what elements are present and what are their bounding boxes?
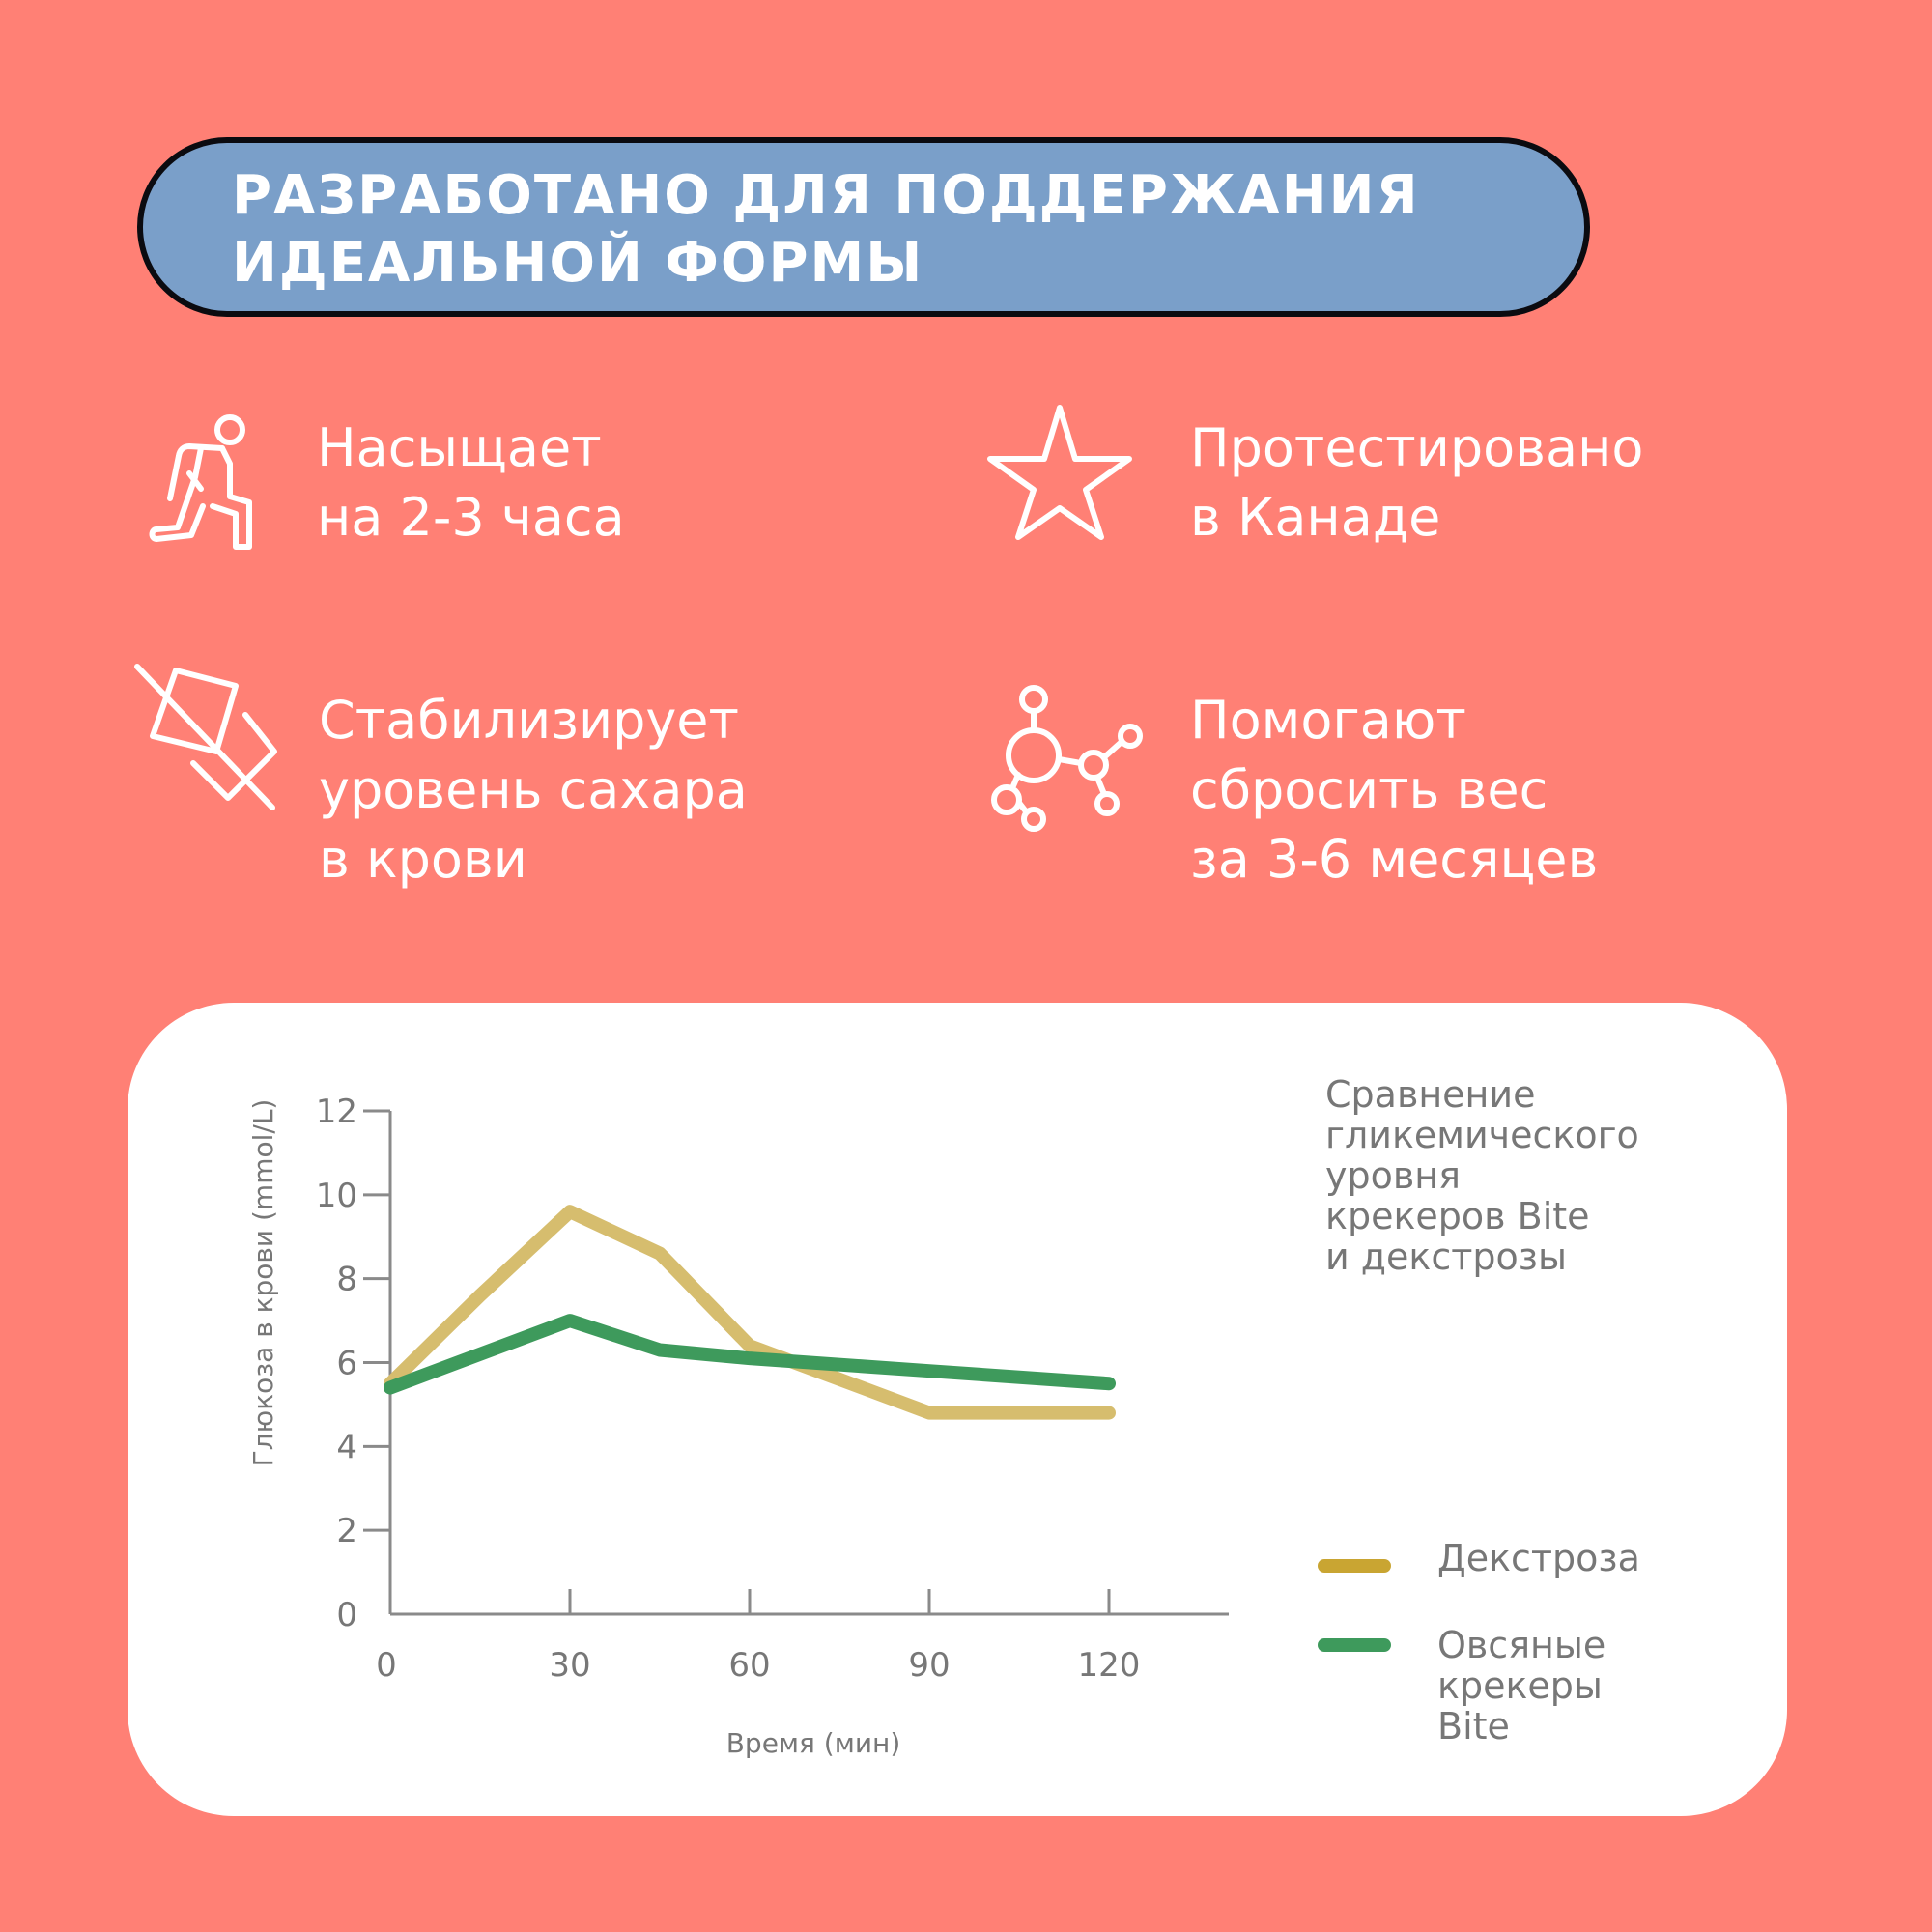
chart-title-line-5: и декстрозы bbox=[1325, 1236, 1567, 1278]
x-axis-title: Время (мин) bbox=[726, 1727, 901, 1759]
x-tick-label-90: 90 bbox=[908, 1646, 950, 1685]
feature-satiety: Насыщает на 2-3 часа bbox=[317, 413, 625, 553]
kneeling-person-icon bbox=[149, 414, 252, 550]
series-line-oat-crackers bbox=[384, 1314, 1116, 1395]
y-tick-label-12: 12 bbox=[316, 1093, 357, 1131]
star-icon bbox=[987, 405, 1132, 540]
x-tick-label-60: 60 bbox=[728, 1646, 770, 1685]
legend-label-oat-crackers-line-3: Bite bbox=[1437, 1705, 1510, 1747]
y-tick-label-2: 2 bbox=[336, 1512, 357, 1550]
chart-title-line-3: уровня bbox=[1325, 1154, 1461, 1197]
y-tick-label-10: 10 bbox=[316, 1177, 357, 1215]
feature-sugar-line-1: Стабилизирует bbox=[319, 690, 739, 751]
feature-tested-line-2: в Канаде bbox=[1190, 487, 1441, 548]
x-tick-label-30: 30 bbox=[549, 1646, 590, 1685]
crossed-sugar-cube-icon bbox=[134, 664, 277, 810]
series-line-dextrose bbox=[384, 1205, 1116, 1420]
chart-title-line-2: гликемического bbox=[1325, 1114, 1639, 1156]
y-tick-label-0: 0 bbox=[336, 1596, 357, 1634]
feature-satiety-line-1: Насыщает bbox=[317, 417, 602, 478]
feature-weight-line-3: за 3-6 месяцев bbox=[1190, 829, 1599, 890]
legend-swatch-dextrose bbox=[1318, 1559, 1391, 1573]
chart-title: Сравнение гликемического уровня крекеров… bbox=[1325, 1074, 1639, 1277]
banner-title: РАЗРАБОТАНО ДЛЯ ПОДДЕРЖАНИЯ ИДЕАЛЬНОЙ ФО… bbox=[232, 162, 1420, 298]
feature-sugar: Стабилизирует уровень сахара в крови bbox=[319, 686, 748, 895]
feature-sugar-line-2: уровень сахара bbox=[319, 759, 748, 820]
chart-card: 0 2 4 6 8 10 12 0 30 60 90 120 Время (мин) Глюкоза … bbox=[128, 1003, 1787, 1816]
legend-label-oat-crackers-line-2: крекеры bbox=[1437, 1664, 1603, 1707]
y-tick-label-6: 6 bbox=[336, 1345, 357, 1383]
y-tick-label-4: 4 bbox=[336, 1428, 357, 1466]
banner-title-line-2: ИДЕАЛЬНОЙ ФОРМЫ bbox=[232, 232, 924, 295]
feature-tested-line-1: Протестировано bbox=[1190, 417, 1644, 478]
chart-title-line-4: крекеров Bite bbox=[1325, 1195, 1590, 1237]
banner-title-line-1: РАЗРАБОТАНО ДЛЯ ПОДДЕРЖАНИЯ bbox=[232, 164, 1420, 227]
feature-weight-line-1: Помогают bbox=[1190, 690, 1466, 751]
legend-label-dextrose: Декстроза bbox=[1437, 1538, 1640, 1578]
x-tick-label-120: 120 bbox=[1078, 1646, 1141, 1685]
title-banner: РАЗРАБОТАНО ДЛЯ ПОДДЕРЖАНИЯ ИДЕАЛЬНОЙ ФО… bbox=[137, 137, 1590, 317]
x-tick-label-0: 0 bbox=[376, 1646, 397, 1685]
y-tick-label-8: 8 bbox=[336, 1261, 357, 1299]
feature-tested: Протестировано в Канаде bbox=[1190, 413, 1643, 553]
legend-label-oat-crackers: Овсяные крекеры Bite bbox=[1437, 1625, 1605, 1747]
legend-label-oat-crackers-line-1: Овсяные bbox=[1437, 1624, 1606, 1666]
legend-label-dextrose-line-1: Декстроза bbox=[1437, 1537, 1640, 1579]
feature-satiety-line-2: на 2-3 часа bbox=[317, 487, 625, 548]
feature-weight: Помогают сбросить вес за 3-6 месяцев bbox=[1190, 686, 1598, 895]
chart-series bbox=[384, 1205, 1116, 1420]
feature-weight-line-2: сбросить вес bbox=[1190, 759, 1548, 820]
chart-title-line-1: Сравнение bbox=[1325, 1073, 1536, 1116]
y-axis-title: Глюкоза в крови (mmol/L) bbox=[247, 1099, 279, 1467]
feature-sugar-line-3: в крови bbox=[319, 829, 527, 890]
molecule-icon bbox=[991, 685, 1143, 832]
legend-swatch-oat-crackers bbox=[1318, 1638, 1391, 1652]
